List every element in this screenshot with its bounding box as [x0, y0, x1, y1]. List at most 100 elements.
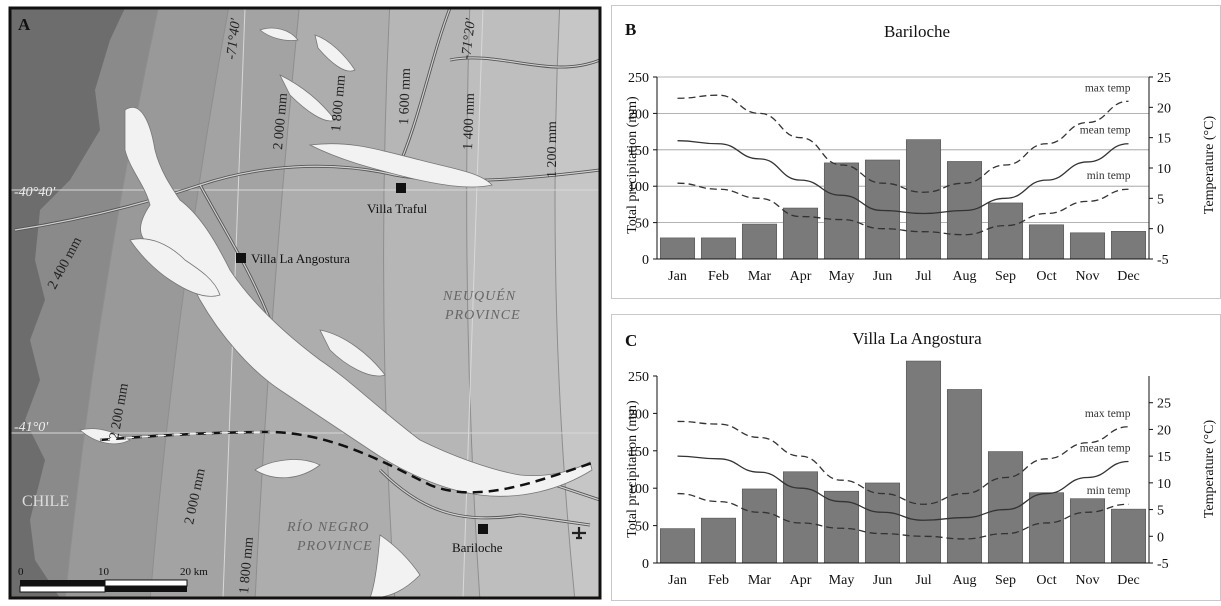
chart-c-bar-dec — [1110, 508, 1147, 564]
chart-b-ytick-label: 50 — [635, 217, 649, 232]
chart-b-bar-apr — [782, 207, 819, 260]
chart-b-xtick-label: Oct — [1036, 269, 1056, 284]
isohyet-lines — [64, 8, 576, 598]
chart-c-plot: 0 50 100 150 200 250 -5 0 5 10 15 20 25 Jan Feb Mar Apr M… — [628, 360, 1171, 588]
chart-b-xtick-label: Feb — [708, 269, 729, 284]
chart-c-xtick-label: Dec — [1117, 573, 1140, 588]
chart-b-plot: 0 50 100 150 200 250 -5 0 5 10 15 20 25 Jan Feb Mar Apr M… — [628, 71, 1171, 284]
chart-c-xtick-label: Jun — [873, 573, 892, 588]
scale-bar-white — [104, 579, 188, 587]
place-villa-traful: Villa Traful — [367, 201, 428, 216]
scale-label-20: 20 km — [180, 566, 208, 578]
chile-territory — [10, 8, 125, 598]
isohyet-label-1600: 1 600 mm — [397, 68, 414, 125]
chart-b-xtick-label: Apr — [790, 269, 812, 284]
isohyet-label-2000-north: 2 000 mm — [271, 92, 291, 150]
isohyet-label-1400: 1 400 mm — [461, 93, 478, 150]
latitude-label-2: -41°0' — [14, 420, 49, 435]
region-rio-negro: RÍO NEGRO — [286, 518, 370, 535]
chart-b-xtick-label: Sep — [995, 269, 1016, 284]
chart-b-y2tick-label: -5 — [1157, 253, 1169, 268]
chart-b-ytick-label: 150 — [628, 144, 649, 159]
chart-villa-la-angostura-panel: C Villa La Angostura Total precipitation… — [611, 314, 1221, 601]
region-rio-negro-province: PROVINCE — [296, 539, 373, 554]
chart-c-xtick-label: Jul — [915, 573, 931, 588]
chart-c-y2tick-label: 10 — [1157, 477, 1171, 492]
chart-c-xtick-label: Mar — [748, 573, 772, 588]
chart-b-line-min-temp — [677, 182, 1129, 236]
chart-b-ytick-label: 200 — [628, 107, 649, 122]
isohyet-label-1800-north: 1 800 mm — [329, 74, 349, 132]
chart-b-ylabel: Total precipitation (mm) — [625, 96, 640, 234]
chart-b-xtick-label: Aug — [952, 269, 976, 284]
chart-c-line-label-max-temp: max temp — [1085, 408, 1131, 420]
chart-c-xtick-label: Sep — [995, 573, 1016, 588]
chart-b-line-mean-temp — [677, 140, 1129, 215]
chart-c-xtick-label: Aug — [952, 573, 976, 588]
chart-b-bar-jun — [864, 159, 901, 260]
chart-c-line-mean-temp — [677, 455, 1129, 521]
chart-b-xtick-label: Jan — [668, 269, 687, 284]
chart-c-ytick-label: 100 — [628, 482, 649, 497]
chart-c-ytick-label: 250 — [628, 370, 649, 385]
chart-b-ytick-label: 0 — [642, 253, 649, 268]
chart-b-bar-jul — [905, 139, 942, 260]
chart-c-bar-jan — [659, 528, 696, 564]
scale-label-0: 0 — [18, 566, 24, 578]
chart-b-xtick-label: Jun — [873, 269, 892, 284]
chart-c-xtick-label: May — [829, 573, 855, 588]
isohyet-label-1800-south: 1 800 mm — [237, 536, 257, 594]
panel-letter-a: A — [18, 15, 31, 34]
chart-b-xtick-label: Nov — [1075, 269, 1099, 284]
chart-c-ytick-label: 50 — [635, 520, 649, 535]
chart-c-bar-aug — [946, 389, 983, 564]
chart-c-bar-mar — [741, 488, 778, 564]
region-neuquen: NEUQUÉN — [442, 287, 516, 304]
chart-b-xtick-label: Jul — [915, 269, 931, 284]
region-chile: CHILE — [22, 493, 69, 510]
chart-b-line-label-mean-temp: mean temp — [1080, 125, 1131, 137]
town-marker-icon-bariloche — [478, 524, 488, 534]
chart-bariloche-panel: B Bariloche Total precipitation (mm) Tem… — [611, 5, 1221, 299]
chart-b-bar-feb — [700, 237, 737, 260]
chart-b-bar-nov — [1069, 232, 1106, 260]
chart-c-ylabel: Total precipitation (mm) — [625, 400, 640, 538]
chart-c-y2tick-label: -5 — [1157, 557, 1169, 572]
chart-c-ytick-label: 0 — [642, 557, 649, 572]
chart-c-ytick-label: 150 — [628, 445, 649, 460]
chart-c-y2tick-label: 20 — [1157, 423, 1171, 438]
longitude-label-1: -71°40' — [224, 17, 244, 61]
chart-c-bar-jul — [905, 360, 942, 564]
chart-c-xtick-label: Feb — [708, 573, 729, 588]
chart-b-y2tick-label: 10 — [1157, 162, 1171, 177]
chart-c-ytick-label: 200 — [628, 407, 649, 422]
scale-bar-black-lower — [105, 586, 187, 592]
chart-c-y2tick-label: 5 — [1157, 504, 1164, 519]
chart-c-line-label-mean-temp: mean temp — [1080, 442, 1131, 454]
chart-b-bar-sep — [987, 202, 1024, 260]
chart-b-ytick-label: 100 — [628, 180, 649, 195]
map-panel: A -71°40' -71°20' -40°40' -41°0' 2 400 m… — [0, 0, 604, 601]
chart-b-title: Bariloche — [884, 22, 950, 41]
place-bariloche: Bariloche — [452, 540, 503, 555]
town-marker-icon-villa-la-angostura — [236, 253, 246, 263]
chart-b-bar-dec — [1110, 231, 1147, 260]
route-line-highlight — [99, 431, 271, 441]
chart-c-xtick-label: Jan — [668, 573, 687, 588]
latitude-label-1: -40°40' — [14, 185, 56, 200]
chart-c-title: Villa La Angostura — [852, 329, 982, 348]
map-frame — [8, 6, 602, 600]
chart-b-y2tick-label: 15 — [1157, 132, 1171, 147]
chart-c-xtick-label: Nov — [1075, 573, 1099, 588]
chart-c-bar-nov — [1069, 498, 1106, 564]
map-svg: A -71°40' -71°20' -40°40' -41°0' 2 400 m… — [8, 6, 602, 600]
chart-c-line-max-temp — [677, 420, 1129, 505]
chart-b-xtick-label: May — [829, 269, 855, 284]
chart-b-y2tick-label: 5 — [1157, 192, 1164, 207]
chart-c-xtick-label: Oct — [1036, 573, 1056, 588]
chart-c-xtick-label: Apr — [790, 573, 812, 588]
airport-icon — [572, 527, 586, 540]
chart-c-y2tick-label: 15 — [1157, 450, 1171, 465]
scale-bar-black — [20, 580, 105, 586]
chart-b-bar-oct — [1028, 224, 1065, 260]
